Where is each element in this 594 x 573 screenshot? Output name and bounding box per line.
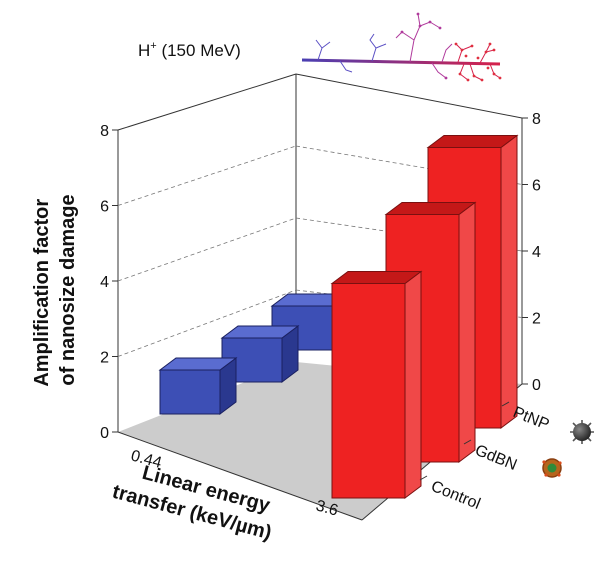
bars [158,134,519,499]
z-category-label: GdBN [473,442,520,474]
left-tick-label: 6 [100,199,109,216]
z-tick-mark [501,401,510,407]
z-tick-mark [419,475,428,481]
z-category-label: PtNP [511,404,552,434]
y-axis-label: Amplification factor of nanosize damage [31,193,79,386]
chart-title: H+ (150 MeV) [138,40,241,60]
bar-0-control [158,357,238,415]
proton-track-icon [301,12,502,82]
left-tick-label: 2 [100,350,109,367]
left-tick-label: 0 [100,425,109,442]
gridline [117,217,297,282]
bar-0-gdbn [220,325,300,383]
right-tick-label: 6 [532,178,541,195]
left-tick-label: 4 [100,274,109,291]
z-category-label: Control [429,478,483,513]
x-category-label: 3.6 [314,497,340,519]
gadolinium-nanoparticle-icon [542,458,562,478]
gridline [117,145,297,206]
z-tick-mark [463,439,472,445]
left-axis-ticks: 0 2 4 6 8 [100,123,118,442]
platinum-nanoparticle-icon [570,420,594,444]
right-tick-label: 8 [532,111,541,128]
left-tick-label: 8 [100,123,109,140]
right-axis-ticks: 0 2 4 6 8 [522,111,541,394]
bar-1-control [330,270,423,499]
right-tick-label: 0 [532,377,541,394]
right-tick-label: 4 [532,244,541,261]
right-tick-label: 2 [532,311,541,328]
gridline [117,289,297,357]
